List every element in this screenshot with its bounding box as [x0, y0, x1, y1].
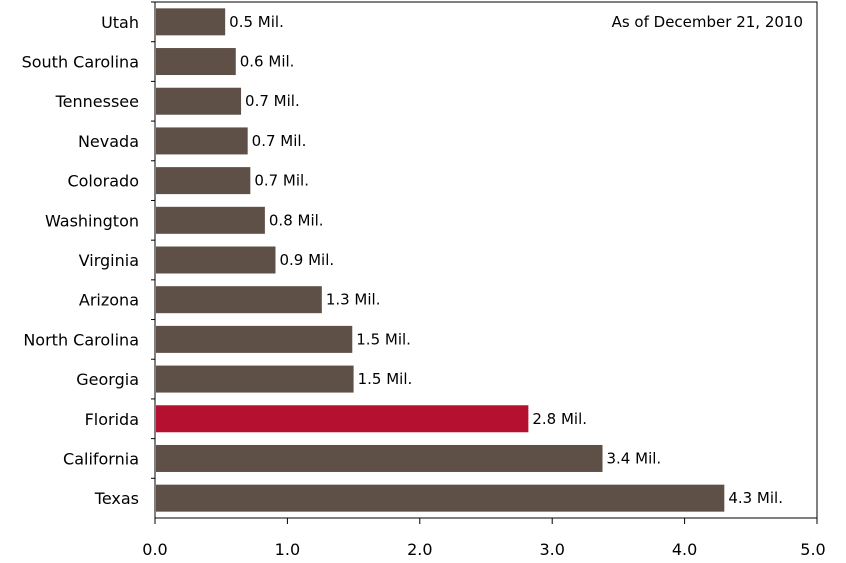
- x-tick-label: 3.0: [539, 540, 564, 559]
- bar-nevada: [156, 127, 248, 155]
- bar-california: [156, 444, 603, 472]
- bar-tennessee: [156, 87, 242, 115]
- bars-group: [156, 8, 725, 512]
- value-label-nevada: 0.7 Mil.: [252, 132, 307, 150]
- value-label-florida: 2.8 Mil.: [532, 410, 587, 428]
- bar-virginia: [156, 246, 276, 274]
- value-label-north-carolina: 1.5 Mil.: [356, 330, 411, 348]
- bar-colorado: [156, 167, 251, 195]
- value-label-utah: 0.5 Mil.: [229, 13, 284, 31]
- category-label-virginia: Virginia: [79, 251, 139, 270]
- category-label-california: California: [63, 449, 139, 468]
- category-label-georgia: Georgia: [76, 370, 139, 389]
- category-label-arizona: Arizona: [79, 291, 139, 310]
- x-tick-label: 2.0: [407, 540, 432, 559]
- value-label-washington: 0.8 Mil.: [269, 211, 324, 229]
- category-label-florida: Florida: [85, 410, 139, 429]
- x-tick-label: 4.0: [672, 540, 697, 559]
- bar-georgia: [156, 365, 354, 393]
- x-tick-label: 5.0: [800, 540, 825, 559]
- bar-florida: [156, 405, 529, 433]
- bar-north-carolina: [156, 325, 353, 353]
- bar-washington: [156, 206, 265, 234]
- value-label-tennessee: 0.7 Mil.: [245, 92, 300, 110]
- value-label-colorado: 0.7 Mil.: [254, 172, 309, 190]
- x-tick-label: 0.0: [142, 540, 167, 559]
- value-label-texas: 4.3 Mil.: [728, 489, 783, 507]
- value-labels: 0.5 Mil. 0.6 Mil. 0.7 Mil. 0.7 Mil. 0.7 Mil.…: [229, 13, 783, 507]
- category-label-tennessee: Tennessee: [55, 92, 139, 111]
- value-label-california: 3.4 Mil.: [607, 449, 662, 467]
- value-label-south-carolina: 0.6 Mil.: [240, 53, 295, 71]
- bar-arizona: [156, 286, 322, 314]
- category-label-north-carolina: North Carolina: [23, 330, 139, 349]
- category-label-south-carolina: South Carolina: [22, 53, 139, 72]
- value-label-virginia: 0.9 Mil.: [279, 251, 334, 269]
- date-annotation: As of December 21, 2010: [612, 13, 803, 31]
- x-tick-label: 1.0: [275, 540, 300, 559]
- x-axis: 0.0 1.0 2.0 3.0 4.0 5.0: [142, 1, 826, 559]
- plot-frame: [154, 1, 818, 519]
- bar-texas: [156, 484, 725, 512]
- bar-south-carolina: [156, 48, 236, 76]
- category-labels: Utah South Carolina Tennessee Nevada Colorad…: [22, 13, 139, 508]
- value-label-arizona: 1.3 Mil.: [326, 291, 381, 309]
- category-label-colorado: Colorado: [67, 172, 139, 191]
- category-label-utah: Utah: [101, 13, 139, 32]
- category-label-nevada: Nevada: [78, 132, 139, 151]
- category-label-texas: Texas: [94, 489, 139, 508]
- bar-utah: [156, 8, 226, 36]
- value-label-georgia: 1.5 Mil.: [358, 370, 413, 388]
- category-label-washington: Washington: [45, 211, 139, 230]
